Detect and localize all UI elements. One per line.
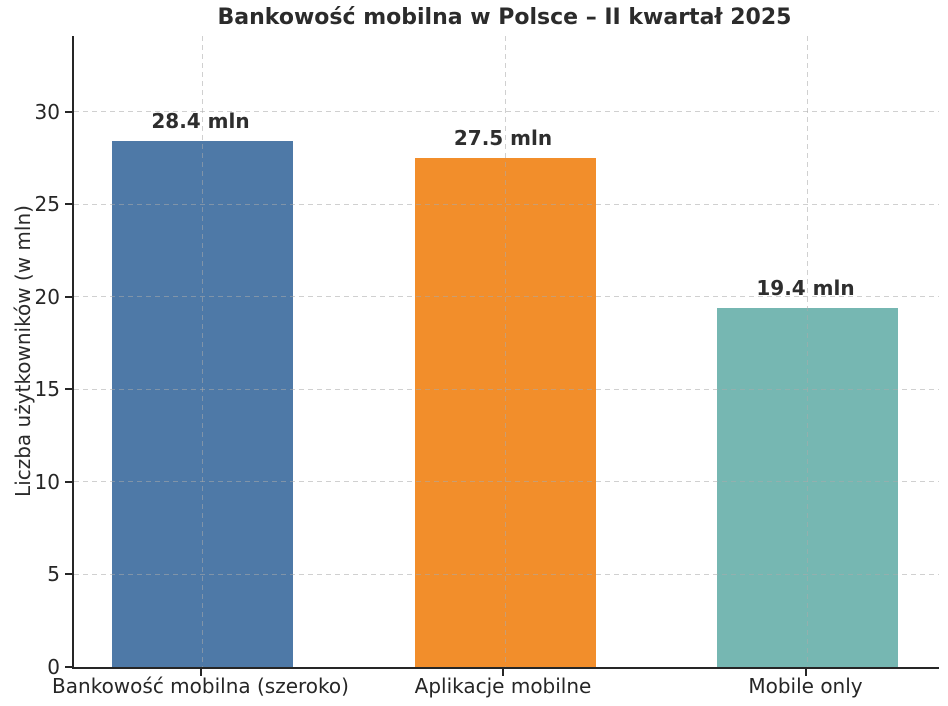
x-tick-mark	[199, 669, 202, 676]
plot-area	[72, 36, 939, 669]
bar-value-label: 27.5 mln	[453, 126, 553, 151]
bar-0	[112, 141, 293, 667]
y-tick-label: 0	[47, 655, 60, 679]
bar-value-label: 19.4 mln	[756, 276, 855, 300]
bar-value-label: 28.4 mln	[151, 109, 250, 134]
y-tick-label: 5	[47, 562, 60, 587]
y-tick-mark	[65, 666, 72, 668]
y-tick-mark	[65, 110, 72, 113]
x-tick-mark	[502, 669, 504, 676]
x-tick-mark	[804, 669, 807, 676]
y-tick-mark	[65, 203, 72, 206]
y-tick-mark	[65, 573, 72, 576]
y-tick-mark	[65, 480, 72, 483]
y-tick-label: 10	[34, 469, 60, 494]
y-tick-label: 15	[34, 377, 60, 402]
bar-2	[717, 308, 898, 667]
y-tick-mark	[65, 388, 72, 391]
x-tick-label: Aplikacje mobilne	[414, 674, 592, 698]
x-tick-label: Bankowość mobilna (szeroko)	[52, 674, 349, 698]
x-tick-label: Mobile only	[748, 674, 863, 698]
y-tick-label: 30	[34, 99, 60, 124]
chart-title: Bankowość mobilna w Polsce – II kwartał …	[217, 5, 792, 30]
bar-1	[414, 158, 596, 667]
y-tick-label: 20	[34, 284, 60, 309]
y-tick-label: 25	[34, 192, 60, 217]
y-tick-mark	[65, 295, 72, 298]
